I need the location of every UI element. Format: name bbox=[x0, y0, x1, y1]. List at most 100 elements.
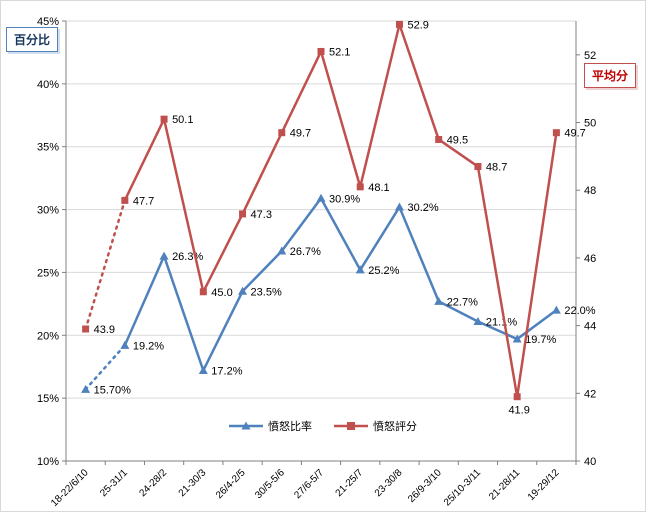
series-line-segment bbox=[84, 199, 127, 331]
right-axis-tick-label: 48 bbox=[584, 185, 596, 197]
data-point-label: 48.1 bbox=[368, 182, 389, 194]
x-axis-category-label: 25-31/1 bbox=[98, 467, 130, 499]
data-point-square bbox=[121, 196, 129, 204]
series-line-segment bbox=[123, 254, 166, 347]
series-line-segment bbox=[398, 205, 440, 303]
data-point-square bbox=[395, 20, 403, 28]
data-point-triangle bbox=[159, 251, 169, 260]
right-axis-title: 平均分 bbox=[584, 63, 637, 88]
series-line-segment bbox=[280, 50, 323, 134]
data-point-square bbox=[160, 115, 168, 123]
series-line-segment bbox=[241, 249, 284, 293]
series-line-segment bbox=[162, 254, 205, 372]
series-line-segment bbox=[84, 344, 127, 391]
x-axis-category-label: 18-22/6/10 bbox=[49, 467, 91, 509]
left-axis-tick-label: 45% bbox=[37, 16, 59, 28]
data-point-triangle bbox=[394, 202, 404, 211]
series-line-segment bbox=[162, 117, 205, 294]
data-point-square bbox=[435, 135, 443, 143]
data-point-label: 17.2% bbox=[211, 365, 242, 377]
data-point-triangle bbox=[551, 305, 561, 314]
legend-marker-triangle-icon bbox=[229, 421, 263, 430]
data-point-label: 25.2% bbox=[368, 265, 399, 277]
data-point-triangle bbox=[316, 193, 326, 202]
data-point-square bbox=[82, 325, 90, 333]
series-line-segment bbox=[280, 197, 323, 253]
data-point-label: 19.7% bbox=[525, 334, 556, 346]
x-axis-category-label: 25/10-3/11 bbox=[442, 467, 483, 508]
left-axis-tick-label: 25% bbox=[37, 267, 59, 279]
data-point-label: 50.1 bbox=[172, 114, 193, 126]
data-point-square bbox=[199, 288, 207, 296]
series-line-segment bbox=[319, 50, 362, 189]
data-point-square bbox=[317, 47, 325, 55]
data-point-square bbox=[356, 183, 364, 191]
x-axis-category-label: 21-28/11 bbox=[487, 467, 522, 502]
series-line-segment bbox=[202, 212, 244, 294]
data-point-label: 21.1% bbox=[486, 316, 517, 328]
right-axis-tick-label: 44 bbox=[584, 321, 596, 333]
data-point-label: 45.0 bbox=[211, 287, 232, 299]
data-point-label: 23.5% bbox=[251, 286, 282, 298]
series-line-segment bbox=[437, 300, 480, 323]
data-point-triangle bbox=[238, 286, 248, 295]
data-point-label: 48.7 bbox=[486, 162, 507, 174]
data-point-triangle bbox=[473, 316, 483, 325]
data-point-label: 47.7 bbox=[133, 195, 154, 207]
x-axis-category-label: 21-25/7 bbox=[334, 467, 366, 499]
data-point-triangle bbox=[512, 334, 522, 343]
data-point-square bbox=[278, 129, 286, 137]
x-axis-category-label: 24-28/2 bbox=[137, 467, 169, 499]
x-axis-category-label: 23-30/8 bbox=[373, 467, 405, 499]
series-line-segment bbox=[358, 205, 401, 272]
right-axis-tick-label: 50 bbox=[584, 118, 596, 130]
data-point-label: 49.7 bbox=[564, 128, 585, 140]
data-point-label: 26.7% bbox=[290, 246, 321, 258]
right-axis-tick-label: 52 bbox=[584, 50, 596, 62]
series-line-segment bbox=[241, 131, 284, 216]
data-point-triangle bbox=[81, 384, 91, 393]
right-axis-tick-label: 46 bbox=[584, 253, 596, 265]
x-axis-category-label: 26/4-2/5 bbox=[214, 467, 248, 501]
data-point-label: 43.9 bbox=[94, 324, 115, 336]
data-point-square bbox=[552, 129, 560, 137]
legend-marker-square-icon bbox=[334, 422, 368, 430]
data-point-label: 49.7 bbox=[290, 128, 311, 140]
left-axis-title: 百分比 bbox=[6, 27, 59, 52]
data-point-label: 47.3 bbox=[251, 209, 272, 221]
right-axis-tick-label: 42 bbox=[584, 388, 596, 400]
data-point-label: 22.7% bbox=[447, 296, 478, 308]
data-point-triangle bbox=[198, 365, 208, 374]
left-axis-tick-label: 10% bbox=[37, 456, 59, 468]
data-point-label: 15.70% bbox=[94, 384, 132, 396]
series-line-segment bbox=[515, 308, 558, 341]
data-point-label: 41.9 bbox=[508, 405, 529, 417]
x-axis-category-label: 21-30/3 bbox=[177, 467, 209, 499]
left-axis-tick-label: 40% bbox=[37, 79, 59, 91]
left-axis-tick-label: 15% bbox=[37, 393, 59, 405]
legend-item-anger-score: 憤怒評分 bbox=[334, 418, 417, 434]
series-line-segment bbox=[515, 131, 558, 398]
data-point-label: 26.3% bbox=[172, 251, 203, 263]
data-point-label: 19.2% bbox=[133, 340, 164, 352]
data-point-square bbox=[239, 210, 247, 218]
series-line-segment bbox=[437, 138, 480, 168]
series-line-segment bbox=[476, 165, 519, 398]
x-axis-category-label: 30/5-5/6 bbox=[253, 467, 287, 501]
series-line-segment bbox=[398, 23, 440, 141]
data-point-label: 52.1 bbox=[329, 46, 350, 58]
legend-label-anger-score: 憤怒評分 bbox=[373, 421, 417, 433]
x-axis-category-label: 19-29/12 bbox=[526, 467, 562, 503]
data-point-square bbox=[474, 163, 482, 171]
data-point-label: 30.2% bbox=[407, 202, 438, 214]
data-point-triangle bbox=[277, 246, 287, 255]
legend-label-anger-ratio: 憤怒比率 bbox=[268, 421, 312, 433]
left-axis-tick-label: 30% bbox=[37, 205, 59, 217]
left-axis-tick-label: 20% bbox=[37, 330, 59, 342]
right-axis-tick-label: 40 bbox=[584, 456, 596, 468]
x-axis-category-label: 27/6-5/7 bbox=[292, 467, 326, 501]
data-point-label: 52.9 bbox=[407, 19, 428, 31]
series-line-segment bbox=[123, 117, 166, 202]
